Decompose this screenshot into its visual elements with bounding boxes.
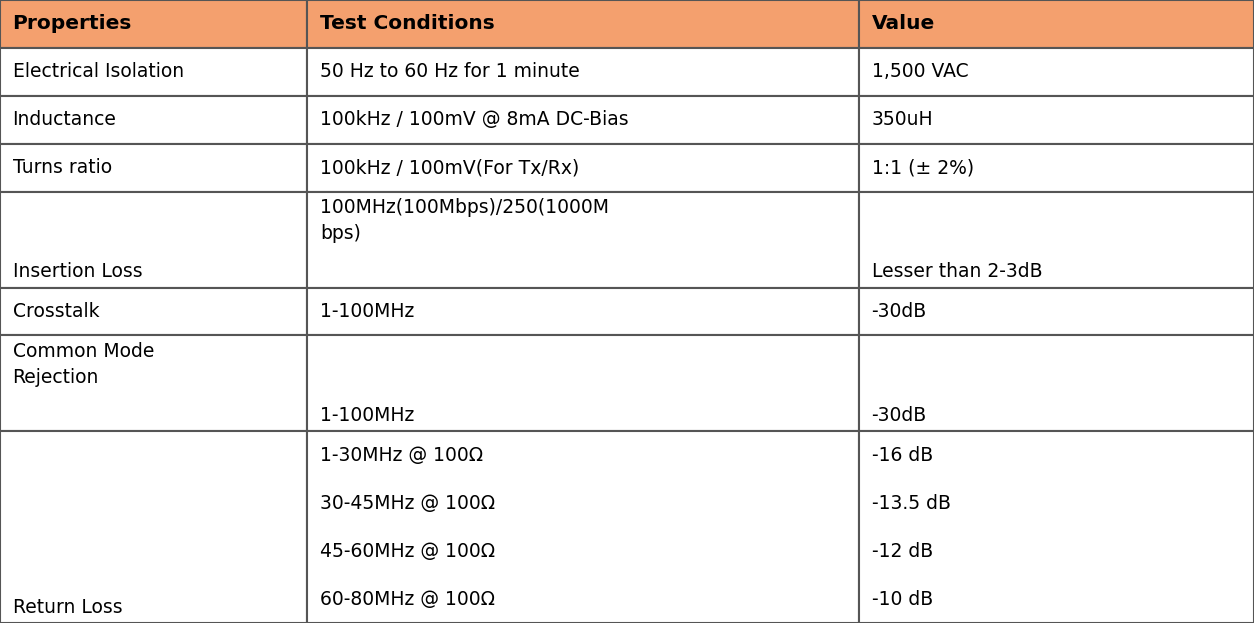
Bar bbox=[307, 96, 859, 144]
Bar bbox=[0, 431, 307, 623]
Bar bbox=[859, 0, 1254, 48]
Text: Value: Value bbox=[872, 14, 934, 34]
Text: 1,500 VAC: 1,500 VAC bbox=[872, 62, 968, 82]
Text: 1-100MHz: 1-100MHz bbox=[320, 302, 414, 321]
Bar bbox=[307, 192, 859, 288]
Text: 60-80MHz @ 100Ω: 60-80MHz @ 100Ω bbox=[320, 589, 495, 609]
Text: 45-60MHz @ 100Ω: 45-60MHz @ 100Ω bbox=[320, 541, 495, 561]
Text: 50 Hz to 60 Hz for 1 minute: 50 Hz to 60 Hz for 1 minute bbox=[320, 62, 579, 82]
Text: 30-45MHz @ 100Ω: 30-45MHz @ 100Ω bbox=[320, 493, 495, 513]
Text: Turns ratio: Turns ratio bbox=[13, 158, 112, 177]
Text: 100kHz / 100mV(For Tx/Rx): 100kHz / 100mV(For Tx/Rx) bbox=[320, 158, 579, 177]
Text: 100MHz(100Mbps)/250(1000M
bps): 100MHz(100Mbps)/250(1000M bps) bbox=[320, 198, 608, 244]
Text: Crosstalk: Crosstalk bbox=[13, 302, 99, 321]
Text: 350uH: 350uH bbox=[872, 110, 933, 130]
Bar bbox=[859, 192, 1254, 288]
Text: 1-30MHz @ 100Ω: 1-30MHz @ 100Ω bbox=[320, 446, 483, 465]
Bar bbox=[859, 335, 1254, 431]
Bar bbox=[307, 431, 859, 623]
Bar bbox=[0, 335, 307, 431]
Text: -30dB: -30dB bbox=[872, 302, 927, 321]
Text: Test Conditions: Test Conditions bbox=[320, 14, 494, 34]
Bar bbox=[307, 0, 859, 48]
Text: Properties: Properties bbox=[13, 14, 132, 34]
Text: Insertion Loss: Insertion Loss bbox=[13, 262, 142, 282]
Bar bbox=[859, 96, 1254, 144]
Bar bbox=[0, 0, 307, 48]
Text: Return Loss: Return Loss bbox=[13, 598, 122, 617]
Text: -12 dB: -12 dB bbox=[872, 541, 933, 561]
Bar bbox=[0, 192, 307, 288]
Bar bbox=[307, 288, 859, 335]
Bar bbox=[307, 335, 859, 431]
Text: 100kHz / 100mV @ 8mA DC-Bias: 100kHz / 100mV @ 8mA DC-Bias bbox=[320, 110, 628, 130]
Text: Electrical Isolation: Electrical Isolation bbox=[13, 62, 183, 82]
Bar bbox=[0, 144, 307, 192]
Bar bbox=[0, 96, 307, 144]
Bar bbox=[307, 144, 859, 192]
Bar bbox=[859, 431, 1254, 623]
Text: Lesser than 2-3dB: Lesser than 2-3dB bbox=[872, 262, 1042, 282]
Text: Inductance: Inductance bbox=[13, 110, 117, 130]
Bar bbox=[0, 288, 307, 335]
Text: -30dB: -30dB bbox=[872, 406, 927, 425]
Bar bbox=[859, 144, 1254, 192]
Text: -13.5 dB: -13.5 dB bbox=[872, 493, 951, 513]
Bar bbox=[859, 48, 1254, 96]
Bar bbox=[0, 48, 307, 96]
Bar bbox=[859, 288, 1254, 335]
Text: -16 dB: -16 dB bbox=[872, 446, 933, 465]
Text: -10 dB: -10 dB bbox=[872, 589, 933, 609]
Bar bbox=[307, 48, 859, 96]
Text: Common Mode
Rejection: Common Mode Rejection bbox=[13, 341, 154, 387]
Text: 1-100MHz: 1-100MHz bbox=[320, 406, 414, 425]
Text: 1:1 (± 2%): 1:1 (± 2%) bbox=[872, 158, 973, 177]
